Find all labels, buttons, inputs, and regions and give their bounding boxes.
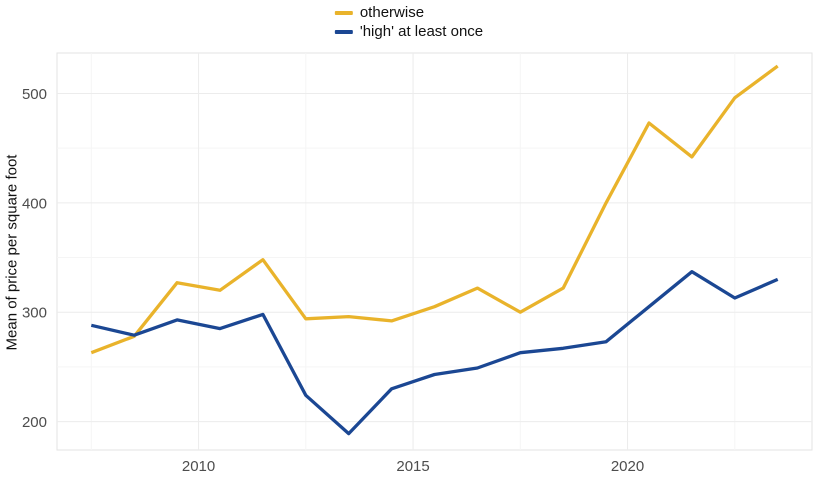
x-tick-label: 2015: [396, 458, 429, 475]
panel-background: [56, 52, 813, 451]
y-tick-label: 500: [22, 86, 47, 103]
x-tick-label: 2020: [611, 458, 644, 475]
chart-legend: otherwise 'high' at least once: [334, 4, 484, 41]
legend-item-label: otherwise: [359, 4, 425, 21]
legend-key-line-icon: [334, 30, 353, 34]
legend-item-otherwise: otherwise: [334, 4, 483, 22]
y-tick-label: 300: [22, 305, 47, 322]
legend-item-high-at-least-once: 'high' at least once: [334, 23, 484, 41]
legend-key-line-icon: [334, 11, 353, 15]
series-line-otherwise: [90, 64, 779, 355]
series-line-high-at-least-once: [90, 270, 779, 436]
x-tick-label: 2010: [182, 458, 215, 475]
legend-item-label: 'high' at least once: [359, 23, 484, 40]
y-tick-label: 200: [22, 414, 47, 431]
y-tick-label: 400: [22, 195, 47, 212]
